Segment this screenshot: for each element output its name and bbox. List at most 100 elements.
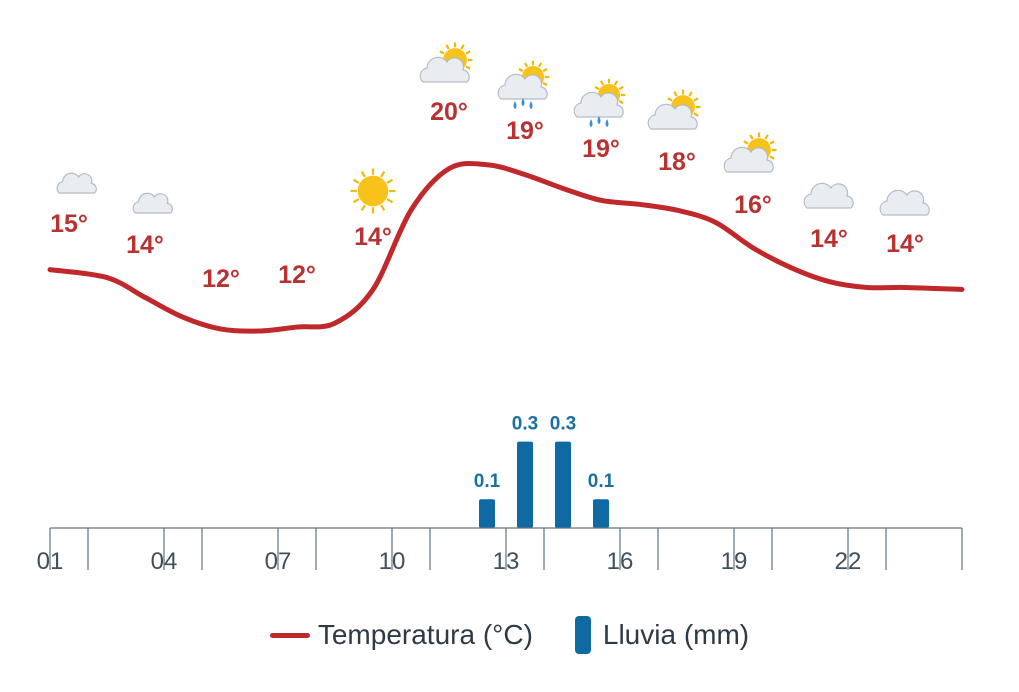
sun-cloud-icon <box>723 132 777 173</box>
sun-ray <box>537 62 543 68</box>
x-tick-label: 07 <box>265 548 292 575</box>
rain-bar <box>555 441 571 528</box>
x-tick-label: 04 <box>151 548 178 575</box>
temperature-data-label: 19° <box>506 117 544 145</box>
sun-ray <box>445 44 450 50</box>
temperature-data-label: 14° <box>126 231 164 259</box>
legend-label-temperature: Temperatura (°C) <box>317 619 533 650</box>
cloud-shape <box>723 146 774 173</box>
sun-ray <box>380 170 386 178</box>
sun-ray <box>618 85 624 91</box>
crescent-moon-icon <box>208 215 228 255</box>
legend-item-temperature: Temperatura (°C) <box>269 619 533 651</box>
cloud-shape <box>647 103 698 130</box>
moon-shape <box>284 213 304 253</box>
sun-ray <box>688 91 693 97</box>
sun-ray <box>360 170 366 178</box>
sun-ray <box>523 62 529 68</box>
temperature-data-label: 14° <box>810 225 848 253</box>
sun-ray <box>693 112 699 117</box>
legend-item-rain: Lluvia (mm) <box>533 616 749 654</box>
x-tick-label: 10 <box>379 548 406 575</box>
cloud-shape <box>803 182 854 209</box>
moon-cloud-icon <box>803 173 854 209</box>
rain-bar <box>479 499 495 528</box>
rain-data-label: 0.1 <box>588 471 615 492</box>
cloud-shape <box>132 192 173 214</box>
cloud-shape <box>879 189 930 216</box>
sun-ray <box>386 198 394 204</box>
sun-ray <box>518 67 524 73</box>
temperature-data-label: 16° <box>734 191 772 219</box>
crescent-moon-cloud-icon <box>125 183 173 219</box>
temperature-data-label: 12° <box>278 261 316 289</box>
temperature-data-label: 20° <box>430 98 468 126</box>
temperature-data-label: 12° <box>202 265 240 293</box>
cloud-shape <box>419 56 470 83</box>
sun-ray <box>764 134 769 140</box>
rain-drop <box>529 101 533 109</box>
temperature-data-label: 18° <box>658 148 696 176</box>
sun-ray <box>460 44 465 50</box>
sun-cloud-rain-icon <box>573 78 626 127</box>
moon-cloud-icon <box>879 180 930 216</box>
sun-ray <box>439 50 445 55</box>
sun-ray <box>542 67 548 73</box>
crescent-moon-icon <box>284 213 304 253</box>
sun-ray <box>542 81 548 87</box>
sun-ray <box>352 178 360 184</box>
temperature-line <box>47 160 965 334</box>
rain-data-label: 0.1 <box>474 471 501 492</box>
x-tick-label: 16 <box>607 548 634 575</box>
crescent-moon-cloud-icon <box>49 163 97 199</box>
sun-ray <box>769 155 775 160</box>
sun-ray <box>352 198 360 204</box>
cloud-shape <box>56 172 97 194</box>
sun-cloud-icon <box>419 42 473 83</box>
sun-ray <box>613 80 619 86</box>
sun-ray <box>618 99 624 105</box>
x-tick-label: 22 <box>835 548 862 575</box>
sun-ray <box>386 178 394 184</box>
rain-data-label: 0.3 <box>550 414 576 435</box>
sun-ray <box>769 140 775 145</box>
sun-ray <box>594 85 600 91</box>
sun-ray <box>693 97 699 102</box>
sun-ray <box>599 80 605 86</box>
rain-drop <box>605 119 609 127</box>
sun-ray <box>667 97 673 102</box>
sun-ray <box>749 134 754 140</box>
x-tick-label: 13 <box>493 548 520 575</box>
chart-legend: Temperatura (°C) Lluvia (mm) <box>0 612 1019 658</box>
sun-cloud-icon <box>647 89 701 130</box>
rain-data-label: 0.3 <box>512 414 538 435</box>
cloud-shape <box>497 73 548 100</box>
rain-drop <box>521 98 525 106</box>
legend-label-rain: Lluvia (mm) <box>602 619 750 650</box>
rain-bar <box>593 499 609 528</box>
rain-bar <box>517 441 533 528</box>
sun-ray <box>380 204 386 212</box>
legend-line-swatch <box>269 632 310 638</box>
temperature-data-label: 14° <box>886 230 924 258</box>
sun-ray <box>743 140 749 145</box>
temperature-data-label: 15° <box>50 210 88 238</box>
sun-ray <box>360 204 366 212</box>
sun-disc <box>357 175 389 207</box>
sun-ray <box>465 65 471 70</box>
rain-drop <box>589 119 593 127</box>
moon-shape <box>208 215 228 255</box>
legend-bar-swatch <box>574 616 591 654</box>
sun-cloud-rain-icon <box>497 60 550 109</box>
sun-icon <box>350 168 396 214</box>
sun-ray <box>673 91 678 97</box>
rain-drop <box>597 116 601 124</box>
temperature-data-label: 19° <box>582 135 620 163</box>
cloud-shape <box>573 91 624 118</box>
x-tick-label: 01 <box>37 548 64 575</box>
sun-ray <box>465 50 471 55</box>
temperature-data-label: 14° <box>354 223 392 251</box>
rain-drop <box>513 101 517 109</box>
x-tick-label: 19 <box>721 548 748 575</box>
